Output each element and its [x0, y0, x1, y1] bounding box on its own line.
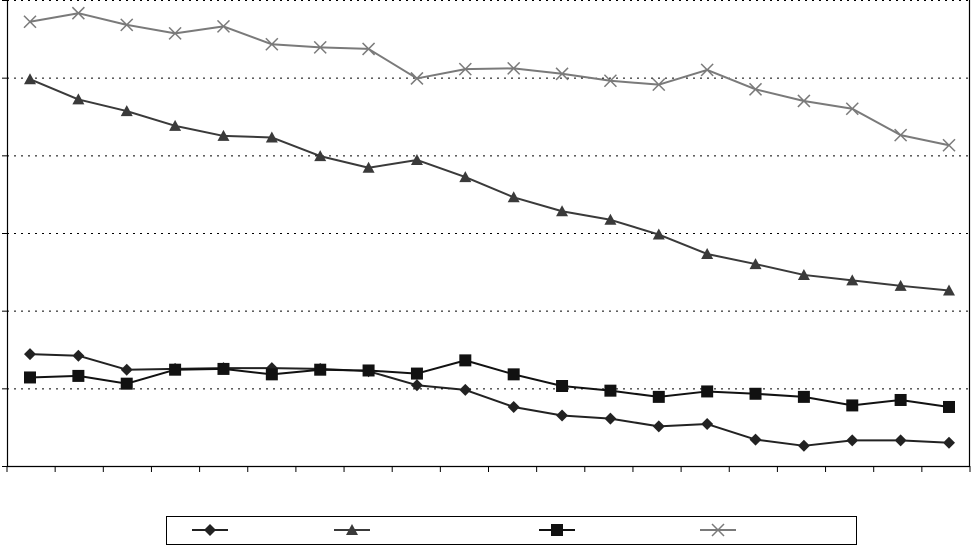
- series-1-point-19: [894, 434, 907, 447]
- series-3-point-8: [362, 364, 375, 377]
- series-1-point-17: [797, 439, 810, 452]
- series-3-point-1: [24, 371, 36, 384]
- series-1-point-20: [943, 436, 955, 449]
- series-2-point-18: [846, 274, 859, 286]
- series-4-point-17: [797, 94, 811, 108]
- series-3-point-2: [72, 369, 85, 382]
- series-3-point-13: [604, 384, 617, 397]
- series-1-point-10: [459, 383, 472, 396]
- series-4-point-13: [603, 74, 617, 88]
- series-3-point-10: [459, 354, 472, 367]
- series-3: [24, 354, 955, 413]
- series-1-point-15: [701, 418, 714, 431]
- series-4-point-9: [410, 71, 424, 85]
- series-4-point-8: [362, 42, 376, 56]
- series-1-point-12: [556, 409, 569, 422]
- series-1-point-16: [749, 433, 762, 446]
- series-4-point-6: [265, 37, 279, 51]
- series-2-point-1: [24, 73, 36, 85]
- series-4-point-12: [555, 67, 569, 81]
- series-2-point-9: [410, 153, 423, 165]
- series-1-point-13: [604, 412, 617, 425]
- series-4-point-20: [942, 138, 956, 152]
- series-4-line: [29, 12, 950, 147]
- series-3-line: [29, 359, 950, 408]
- axes: [2, 0, 971, 472]
- legend-box: [166, 516, 857, 545]
- series-1-point-2: [72, 349, 85, 362]
- series-1-point-18: [846, 434, 859, 447]
- series-4-point-14: [652, 78, 666, 92]
- series-3-point-20: [943, 400, 955, 413]
- series-4-point-7: [313, 40, 327, 54]
- series-4-point-10: [458, 62, 472, 76]
- series-4-point-2: [71, 6, 85, 20]
- series-4-point-18: [845, 102, 859, 116]
- series-1-point-14: [652, 420, 665, 433]
- series-3-point-15: [701, 385, 714, 398]
- series-3-point-17: [797, 390, 810, 403]
- series-3-point-14: [652, 390, 665, 403]
- gridlines: [7, 0, 970, 390]
- series-2-point-15: [701, 247, 714, 259]
- series-2-point-2: [72, 93, 85, 105]
- series-4-point-5: [216, 19, 231, 33]
- series-2-point-19: [894, 279, 907, 291]
- series-2-point-5: [217, 129, 230, 141]
- series-4-point-3: [120, 18, 134, 32]
- series-2-point-10: [459, 171, 472, 183]
- legend-entry-3: [539, 524, 575, 536]
- series-3-point-4: [169, 363, 182, 376]
- series-1-point-3: [120, 363, 133, 376]
- series-3-point-5: [217, 362, 230, 375]
- series-2-point-12: [556, 205, 569, 217]
- series-2-line: [29, 78, 950, 292]
- series-3-point-12: [556, 380, 569, 393]
- series-1-point-9: [410, 379, 423, 392]
- series-layer: [23, 6, 956, 452]
- series-2-point-3: [120, 105, 133, 117]
- series-3-point-3: [120, 377, 133, 390]
- series-3-point-18: [846, 399, 859, 412]
- series-2-point-8: [362, 161, 375, 173]
- series-2-point-16: [749, 258, 762, 270]
- series-4-point-4: [168, 26, 182, 40]
- series-3-point-16: [749, 387, 762, 400]
- legend-marker-2: [346, 524, 358, 535]
- legend-marker-3: [551, 524, 563, 536]
- series-1-point-11: [507, 400, 520, 413]
- series-2-point-13: [604, 213, 617, 225]
- series-2-point-4: [169, 119, 182, 131]
- series-2-point-14: [652, 228, 665, 240]
- series-3-point-11: [507, 368, 520, 381]
- series-3-point-6: [265, 368, 278, 381]
- legend-marker-4: [711, 523, 725, 537]
- series-2: [24, 73, 955, 296]
- series-2-point-7: [314, 150, 327, 162]
- legend-entry-4: [700, 523, 736, 537]
- series-2-point-11: [507, 191, 520, 203]
- series-1: [24, 348, 955, 452]
- series-2-point-20: [943, 284, 955, 296]
- series-4-point-15: [700, 63, 714, 77]
- legend-marker-1: [204, 524, 216, 536]
- series-4-point-19: [894, 128, 908, 142]
- legend-entry-2: [334, 524, 370, 535]
- legend: [166, 516, 857, 545]
- series-2-point-6: [265, 131, 278, 143]
- series-2-point-17: [797, 268, 810, 280]
- series-1-point-1: [24, 348, 36, 361]
- series-4-point-11: [507, 61, 521, 75]
- legend-entry-1: [192, 524, 228, 536]
- series-3-point-7: [314, 363, 327, 376]
- series-4: [23, 6, 956, 152]
- series-4-point-16: [748, 82, 763, 96]
- series-3-point-9: [410, 367, 423, 380]
- series-3-point-19: [894, 393, 907, 406]
- series-4-point-1: [23, 15, 37, 29]
